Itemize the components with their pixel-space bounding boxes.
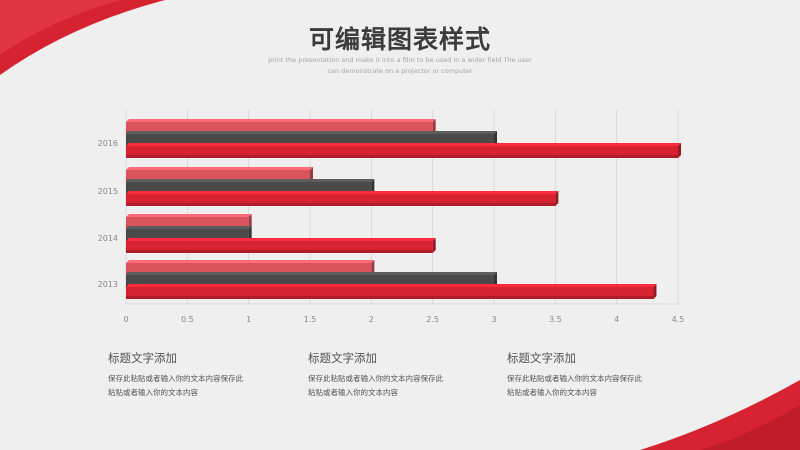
bar-top-face	[126, 238, 436, 241]
column-text-line-1: 保存此粘贴或者输入你的文本内容保存此	[308, 374, 443, 383]
subtitle-line-2: can demonstrate on a projector or comput…	[327, 67, 473, 75]
bar-end-face	[432, 119, 436, 134]
x-tick-label: 4.5	[672, 315, 685, 324]
bar-shadow	[126, 296, 654, 299]
bar-end-face	[678, 143, 681, 158]
y-tick-label: 2013	[98, 280, 118, 289]
column-text-line-1: 保存此粘贴或者输入你的文本内容保存此	[108, 374, 243, 383]
bar-end-face	[494, 272, 497, 287]
column-title: 标题文字添加	[308, 351, 377, 365]
column-title: 标题文字添加	[108, 351, 177, 365]
column-title: 标题文字添加	[507, 351, 576, 365]
page-title: 可编辑图表样式	[308, 25, 491, 54]
column-text-line-1: 保存此粘贴或者输入你的文本内容保存此	[507, 374, 642, 383]
y-tick-label: 2015	[98, 187, 118, 196]
x-tick-label: 2	[369, 315, 374, 324]
text-column-1: 标题文字添加 保存此粘贴或者输入你的文本内容保存此 粘贴或者输入你的文本内容	[108, 350, 308, 400]
bar-top-face	[126, 119, 436, 122]
x-tick-label: 2.5	[426, 315, 439, 324]
x-tick-label: 4	[614, 315, 619, 324]
bar-top-face	[126, 272, 497, 275]
bar-top-face	[126, 131, 497, 134]
bar-top-face	[126, 260, 375, 263]
text-column-2: 标题文字添加 保存此粘贴或者输入你的文本内容保存此 粘贴或者输入你的文本内容	[308, 350, 508, 400]
text-column-3: 标题文字添加 保存此粘贴或者输入你的文本内容保存此 粘贴或者输入你的文本内容	[507, 350, 707, 400]
bar-shadow	[126, 203, 556, 206]
bar-shadow	[126, 155, 678, 158]
bar-end-face	[653, 284, 657, 299]
column-text-line-2: 粘贴或者输入你的文本内容	[308, 388, 398, 397]
x-tick-label: 0.5	[181, 315, 194, 324]
column-text-line-2: 粘贴或者输入你的文本内容	[108, 388, 198, 397]
bar-top-face	[126, 143, 681, 146]
bar-end-face	[248, 214, 252, 229]
y-tick-label: 2016	[98, 139, 118, 148]
bar-end-face	[432, 238, 436, 253]
bar-top-face	[126, 284, 657, 287]
bar-end-face	[248, 226, 252, 241]
column-text-line-2: 粘贴或者输入你的文本内容	[507, 388, 597, 397]
bar-end-face	[555, 191, 559, 206]
bar-top-face	[126, 214, 252, 217]
bar-top-face	[126, 226, 252, 229]
x-tick-label: 1.5	[304, 315, 317, 324]
bar-end-face	[371, 179, 375, 194]
subtitle-line-1: print the presentation and make it into …	[268, 56, 532, 64]
bar-shadow	[126, 250, 433, 253]
bar-top-face	[126, 167, 313, 170]
bar-end-face	[494, 131, 497, 146]
x-tick-label: 1	[246, 315, 251, 324]
y-tick-label: 2014	[98, 234, 118, 243]
bar-top-face	[126, 191, 559, 194]
bar-end-face	[310, 167, 313, 182]
page-subtitle: print the presentation and make it into …	[260, 55, 540, 77]
x-tick-label: 0	[123, 315, 128, 324]
x-tick-label: 3.5	[549, 315, 562, 324]
bar-end-face	[371, 260, 375, 275]
x-tick-label: 3	[491, 315, 496, 324]
bar-top-face	[126, 179, 375, 182]
